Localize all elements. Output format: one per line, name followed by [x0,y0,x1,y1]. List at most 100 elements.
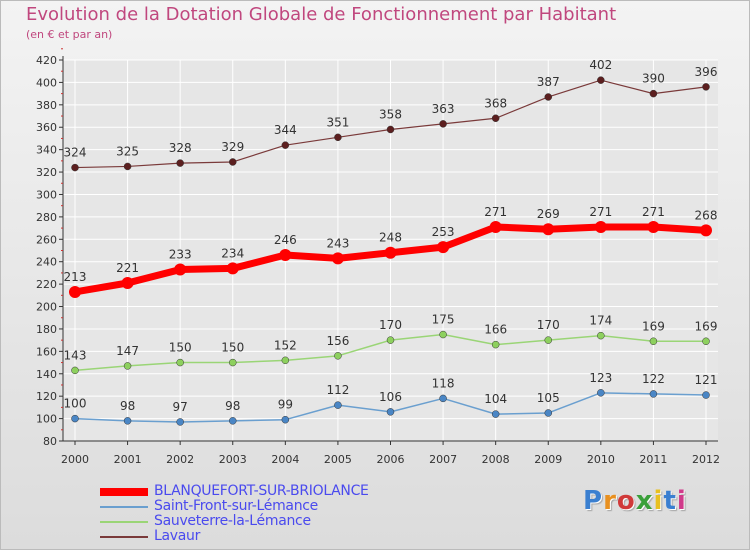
data-point-sauveterre-la-lemance [544,336,552,344]
data-point-lavaur [491,114,500,123]
legend-label: Saint-Front-sur-Lémance [154,498,318,514]
data-label-blanquefort-sur-briolance: 268 [695,208,718,222]
x-tick-label: 2001 [114,453,142,466]
y-tick-label: 80 [43,435,57,448]
data-point-saint-front-sur-lemance [597,389,605,397]
data-point-saint-front-sur-lemance [386,408,395,416]
x-tick-label: 2000 [61,453,89,466]
data-point-sauveterre-la-lemance [702,337,710,346]
data-label-sauveterre-la-lemance: 166 [484,323,507,337]
data-point-blanquefort-sur-briolance [226,262,239,275]
data-label-sauveterre-la-lemance: 175 [432,313,455,327]
data-label-blanquefort-sur-briolance: 221 [116,261,139,275]
data-label-lavaur: 396 [695,65,718,79]
data-label-saint-front-sur-lemance: 105 [537,391,560,405]
data-point-saint-front-sur-lemance [334,401,342,409]
y-tick-label: 420 [36,54,57,67]
y-tick-label: 160 [36,345,57,358]
data-point-blanquefort-sur-briolance [384,246,397,259]
x-tick-label: 2004 [271,453,299,466]
data-label-blanquefort-sur-briolance: 234 [221,246,244,260]
data-point-saint-front-sur-lemance [702,391,710,399]
data-label-saint-front-sur-lemance: 99 [278,398,293,412]
chart-subtitle: (en € et par an) [26,28,113,41]
data-point-sauveterre-la-lemance [71,366,79,375]
data-point-sauveterre-la-lemance [597,331,605,340]
x-tick-label: 2006 [377,453,405,466]
data-label-lavaur: 358 [379,107,402,121]
data-label-blanquefort-sur-briolance: 248 [379,231,402,245]
data-point-saint-front-sur-lemance [229,417,237,425]
data-label-blanquefort-sur-briolance: 233 [169,248,192,262]
data-label-sauveterre-la-lemance: 174 [589,314,612,328]
data-label-blanquefort-sur-briolance: 271 [484,205,507,219]
legend-label: Lavaur [154,528,201,544]
data-label-saint-front-sur-lemance: 106 [379,390,402,404]
data-point-blanquefort-sur-briolance [542,223,555,236]
data-label-lavaur: 387 [537,75,560,89]
data-label-sauveterre-la-lemance: 150 [221,341,244,355]
data-label-blanquefort-sur-briolance: 271 [642,205,665,219]
x-tick-label: 2003 [219,453,247,466]
x-tick-label: 2010 [587,453,615,466]
data-point-lavaur [123,162,132,171]
y-tick-label: 340 [36,144,57,157]
x-tick-label: 2011 [639,453,667,466]
data-point-lavaur [71,163,79,172]
data-label-lavaur: 324 [64,146,87,160]
data-point-saint-front-sur-lemance [439,394,447,403]
y-tick-label: 140 [36,368,57,381]
data-label-sauveterre-la-lemance: 156 [326,334,349,348]
data-point-blanquefort-sur-briolance [121,276,134,289]
y-tick-label: 240 [36,256,57,269]
data-point-saint-front-sur-lemance [281,415,290,424]
data-label-saint-front-sur-lemance: 98 [120,399,135,413]
data-label-sauveterre-la-lemance: 169 [642,319,665,333]
data-label-lavaur: 325 [116,144,139,158]
x-tick-label: 2012 [692,453,720,466]
data-label-blanquefort-sur-briolance: 243 [326,236,349,250]
data-label-saint-front-sur-lemance: 122 [642,372,665,386]
data-label-blanquefort-sur-briolance: 269 [537,207,560,221]
data-label-sauveterre-la-lemance: 170 [537,318,560,332]
y-tick-label: 200 [36,301,57,314]
data-point-saint-front-sur-lemance [123,417,132,425]
data-point-lavaur [649,89,658,98]
data-point-blanquefort-sur-briolance [69,285,81,298]
y-tick-label: 380 [36,99,57,112]
legend-swatch [100,536,148,538]
data-label-blanquefort-sur-briolance: 271 [589,205,612,219]
data-label-saint-front-sur-lemance: 118 [432,376,455,390]
data-point-sauveterre-la-lemance [334,352,342,360]
data-point-blanquefort-sur-briolance [279,248,292,261]
legend-swatch [100,488,148,496]
y-tick-label: 360 [36,121,57,134]
data-point-blanquefort-sur-briolance [331,252,344,265]
data-label-lavaur: 402 [589,58,612,72]
data-label-sauveterre-la-lemance: 147 [116,344,139,358]
data-point-saint-front-sur-lemance [491,410,500,418]
x-tick-label: 2007 [429,453,457,466]
data-point-blanquefort-sur-briolance [594,220,607,233]
data-point-saint-front-sur-lemance [176,418,184,426]
y-tick-label: 120 [36,390,57,403]
x-tick-label: 2009 [534,453,562,466]
data-point-blanquefort-sur-briolance [647,220,660,233]
y-tick-label: 220 [36,278,57,291]
data-point-saint-front-sur-lemance [544,409,552,417]
x-tick-label: 2008 [482,453,510,466]
data-point-blanquefort-sur-briolance [489,220,502,233]
data-label-blanquefort-sur-briolance: 253 [432,225,455,239]
data-point-sauveterre-la-lemance [491,340,500,349]
data-label-lavaur: 344 [274,123,297,137]
data-label-saint-front-sur-lemance: 123 [589,371,612,385]
y-tick-label: 300 [36,188,57,201]
data-point-blanquefort-sur-briolance [174,263,187,276]
data-label-sauveterre-la-lemance: 150 [169,341,192,355]
data-point-saint-front-sur-lemance [649,390,658,398]
data-point-sauveterre-la-lemance [281,356,290,365]
y-tick-label: 320 [36,166,57,179]
data-point-lavaur [439,120,447,128]
data-label-blanquefort-sur-briolance: 246 [274,233,297,247]
